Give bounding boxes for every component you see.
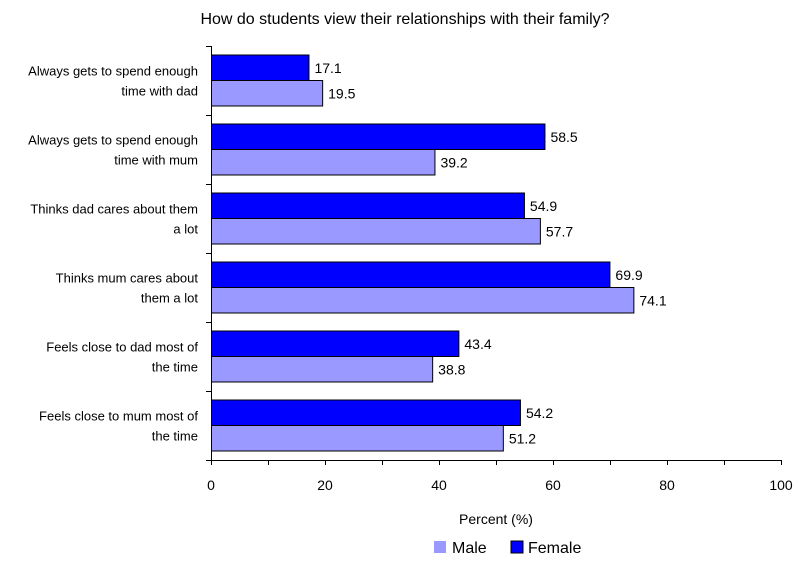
legend-label-female: Female	[528, 540, 581, 557]
category-label-1: Always gets to spend enough time with dad	[28, 64, 198, 99]
plot-area: 17.1 19.5 Always gets to spend enough time …	[28, 46, 793, 493]
bar-female-4	[211, 261, 611, 288]
value-label-female-6: 54.2	[526, 405, 553, 421]
value-label-female-1: 17.1	[314, 60, 341, 76]
value-label-female-4: 69.9	[615, 267, 642, 283]
legend-label-male: Male	[452, 540, 487, 557]
bar-female-6	[211, 399, 521, 426]
category-label-3: Thinks dad cares about them a lot	[30, 202, 198, 237]
category-label-2: Always gets to spend enough time with mum	[28, 133, 198, 168]
bar-female-5	[211, 330, 460, 357]
chart-title: How do students view their relationships…	[200, 11, 609, 28]
x-tick-label-0: 0	[207, 477, 215, 493]
bar-male-2	[211, 149, 436, 176]
x-axis-title: Percent (%)	[459, 511, 533, 527]
bar-male-4	[211, 287, 635, 314]
legend-swatch-male	[434, 541, 446, 553]
bar-male-1	[211, 80, 324, 107]
value-label-female-2: 58.5	[550, 129, 577, 145]
x-tick-label-100: 100	[769, 477, 793, 493]
bar-female-3	[211, 192, 525, 219]
category-label-6: Feels close to mum most of the time	[39, 409, 198, 444]
x-tick-label-60: 60	[545, 477, 561, 493]
value-label-male-3: 57.7	[546, 223, 573, 239]
bar-female-1	[211, 54, 310, 81]
category-label-4: Thinks mum cares about them a lot	[56, 271, 199, 306]
value-label-male-6: 51.2	[509, 430, 536, 446]
bar-male-6	[211, 425, 504, 452]
bar-female-2	[211, 123, 546, 150]
legend: Male Female	[434, 540, 581, 557]
value-label-female-3: 54.9	[530, 198, 557, 214]
value-label-female-5: 43.4	[464, 336, 491, 352]
value-label-male-1: 19.5	[328, 85, 355, 101]
x-tick-label-20: 20	[317, 477, 333, 493]
x-tick-label-80: 80	[659, 477, 675, 493]
bar-male-3	[211, 218, 541, 245]
bar-male-5	[211, 356, 434, 383]
x-tick-label-40: 40	[431, 477, 447, 493]
value-label-male-2: 39.2	[440, 154, 467, 170]
value-label-male-4: 74.1	[639, 292, 666, 308]
category-label-5: Feels close to dad most of the time	[46, 340, 198, 375]
legend-swatch-female	[510, 540, 524, 554]
value-label-male-5: 38.8	[438, 361, 465, 377]
